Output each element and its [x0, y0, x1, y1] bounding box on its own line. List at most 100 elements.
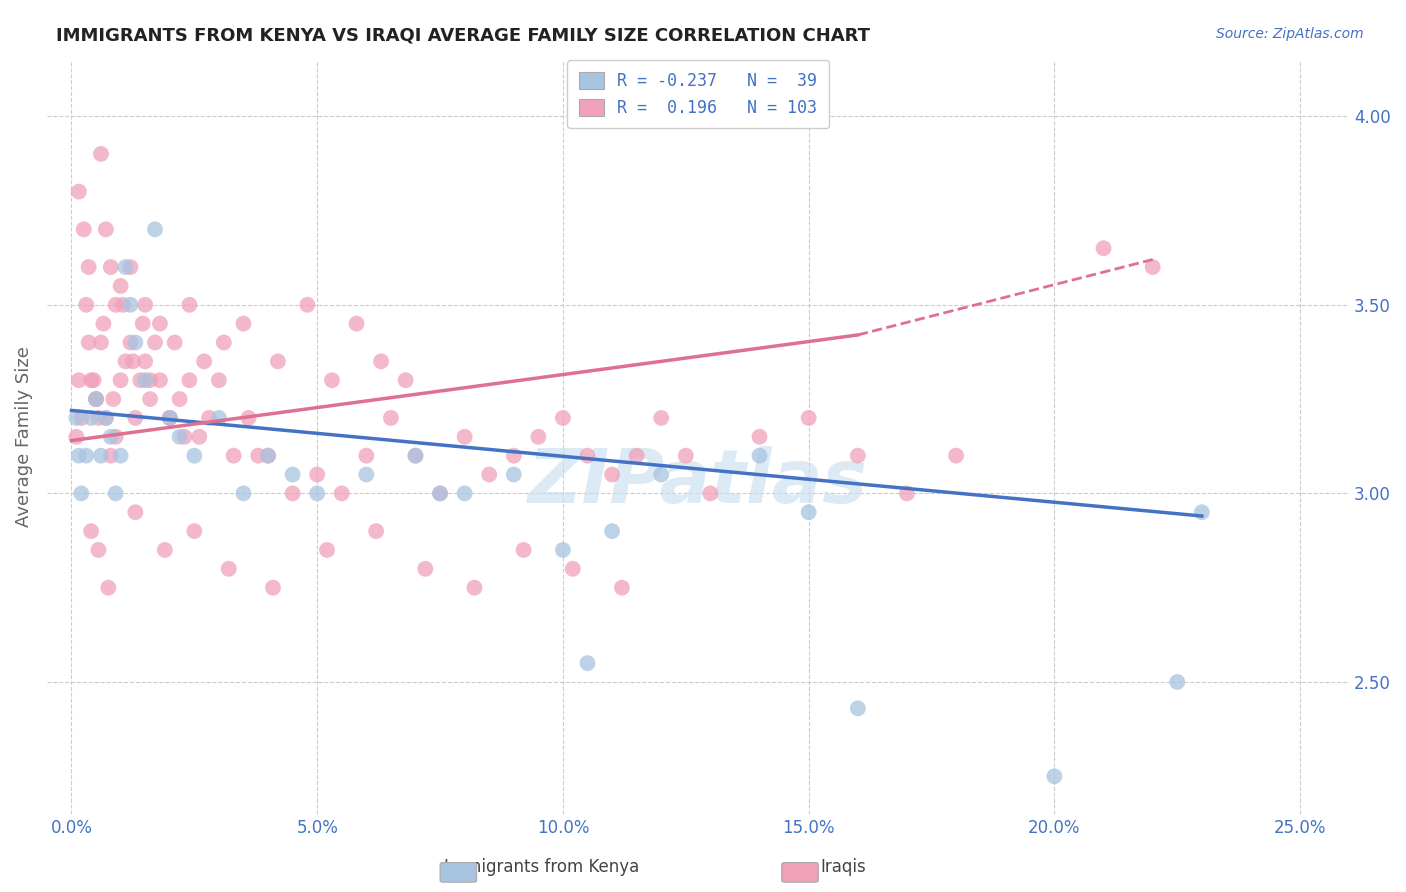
Point: [1191, 505, 1213, 519]
Point: [122, 354, 145, 368]
Point: [846, 449, 869, 463]
Point: [551, 411, 574, 425]
Point: [600, 524, 623, 538]
Point: [297, 298, 319, 312]
Point: [650, 467, 672, 482]
Point: [699, 486, 721, 500]
Point: [356, 449, 378, 463]
Text: Source: ZipAtlas.com: Source: ZipAtlas.com: [1216, 27, 1364, 41]
Point: [380, 411, 402, 425]
Legend: R = -0.237   N =  39, R =  0.196   N = 103: R = -0.237 N = 39, R = 0.196 N = 103: [567, 61, 830, 128]
Point: [257, 449, 280, 463]
Point: [159, 411, 181, 425]
Point: [429, 486, 451, 500]
Point: [527, 430, 550, 444]
Point: [163, 335, 186, 350]
Point: [179, 373, 201, 387]
Point: [179, 298, 201, 312]
Point: [405, 449, 427, 463]
Point: [395, 373, 418, 387]
Point: [87, 543, 110, 558]
Point: [114, 260, 136, 274]
Point: [120, 335, 142, 350]
Point: [70, 411, 93, 425]
Point: [87, 411, 110, 425]
Point: [748, 430, 770, 444]
Point: [149, 317, 172, 331]
Point: [94, 411, 117, 425]
Point: [945, 449, 967, 463]
Point: [429, 486, 451, 500]
Point: [97, 581, 120, 595]
Point: [1166, 675, 1188, 690]
Point: [183, 524, 205, 538]
Point: [114, 354, 136, 368]
Point: [675, 449, 697, 463]
Point: [84, 392, 107, 406]
Point: [173, 430, 195, 444]
Point: [218, 562, 240, 576]
Text: IMMIGRANTS FROM KENYA VS IRAQI AVERAGE FAMILY SIZE CORRELATION CHART: IMMIGRANTS FROM KENYA VS IRAQI AVERAGE F…: [56, 27, 870, 45]
Point: [143, 222, 166, 236]
Point: [132, 317, 155, 331]
Point: [77, 335, 100, 350]
Point: [134, 373, 156, 387]
Point: [67, 449, 90, 463]
Point: [413, 562, 436, 576]
Point: [610, 581, 633, 595]
Point: [370, 354, 392, 368]
Point: [90, 335, 112, 350]
Point: [502, 449, 524, 463]
Point: [232, 317, 254, 331]
Point: [576, 449, 599, 463]
Point: [110, 449, 132, 463]
Point: [600, 467, 623, 482]
Point: [104, 430, 127, 444]
Point: [267, 354, 290, 368]
Point: [193, 354, 215, 368]
Point: [247, 449, 270, 463]
Point: [65, 411, 87, 425]
Point: [502, 467, 524, 482]
Point: [238, 411, 260, 425]
Point: [281, 467, 304, 482]
Point: [80, 411, 103, 425]
Point: [94, 222, 117, 236]
Point: [67, 185, 90, 199]
Point: [124, 411, 146, 425]
Point: [110, 279, 132, 293]
Point: [153, 543, 176, 558]
Point: [84, 392, 107, 406]
Point: [561, 562, 583, 576]
Point: [75, 298, 97, 312]
Point: [120, 298, 142, 312]
Point: [262, 581, 284, 595]
Point: [134, 298, 156, 312]
Point: [576, 656, 599, 670]
Point: [551, 543, 574, 558]
Point: [100, 430, 122, 444]
Point: [90, 147, 112, 161]
Point: [797, 505, 820, 519]
Point: [626, 449, 648, 463]
Point: [232, 486, 254, 500]
Point: [129, 373, 152, 387]
Point: [512, 543, 534, 558]
Point: [83, 373, 105, 387]
Point: [169, 430, 191, 444]
Point: [366, 524, 388, 538]
Point: [139, 373, 162, 387]
Point: [330, 486, 353, 500]
Point: [80, 373, 103, 387]
Point: [65, 430, 87, 444]
Point: [139, 392, 162, 406]
Point: [124, 335, 146, 350]
Point: [208, 373, 231, 387]
Point: [321, 373, 343, 387]
Point: [159, 411, 181, 425]
Point: [183, 449, 205, 463]
Point: [70, 486, 93, 500]
Point: [1043, 769, 1066, 783]
Point: [188, 430, 211, 444]
Point: [104, 486, 127, 500]
